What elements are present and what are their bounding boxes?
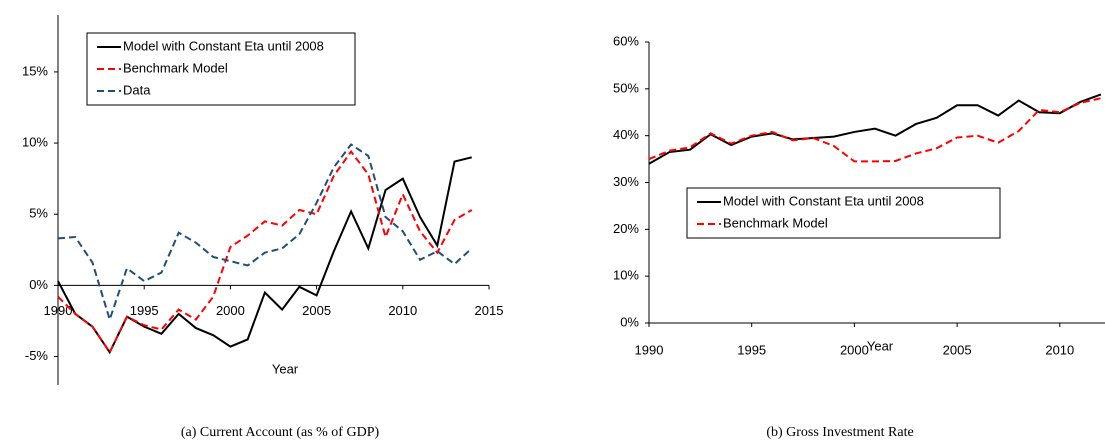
x-tick-label: 2000: [840, 342, 869, 357]
x-tick-label: 2010: [1045, 342, 1074, 357]
legend-label: Model with Constant Eta until 2008: [123, 38, 324, 53]
legend-label: Benchmark Model: [123, 60, 228, 75]
x-axis-title: Year: [272, 361, 299, 376]
x-tick-label: 1995: [130, 303, 159, 318]
x-tick-label: 2000: [216, 303, 245, 318]
x-axis-title: Year: [867, 338, 894, 353]
y-tick-label: 5%: [29, 206, 48, 221]
y-tick-label: 30%: [613, 174, 639, 189]
x-tick-label: 2005: [943, 342, 972, 357]
legend-box: [686, 187, 1001, 239]
x-tick-label: 2010: [388, 303, 417, 318]
y-tick-label: 60%: [613, 33, 639, 48]
y-tick-label: -5%: [25, 348, 49, 363]
y-tick-label: 20%: [613, 221, 639, 236]
y-tick-label: 10%: [22, 135, 48, 150]
x-tick-label: 2015: [475, 303, 504, 318]
series-line: [648, 93, 1102, 165]
y-tick-label: 15%: [22, 63, 48, 78]
legend-box: [86, 32, 356, 106]
x-tick-label: 1990: [635, 342, 664, 357]
x-tick-label: 1990: [44, 303, 73, 318]
y-tick-label: 0%: [620, 314, 639, 329]
series-line: [57, 149, 473, 355]
y-tick-label: 40%: [613, 127, 639, 142]
caption: (a) Current Account (as % of GDP): [181, 425, 380, 440]
series-line: [57, 143, 473, 323]
y-tick-label: 10%: [613, 268, 639, 283]
series-line: [648, 97, 1102, 163]
x-tick-label: 1995: [737, 342, 766, 357]
y-tick-label: 50%: [613, 80, 639, 95]
legend-label: Data: [123, 82, 151, 97]
series-line: [57, 156, 473, 355]
legend-label: Benchmark Model: [723, 215, 828, 230]
caption: (b) Gross Investment Rate: [766, 425, 913, 440]
legend: Model with Constant Eta until 2008 Benchm…: [686, 187, 1001, 239]
y-tick-label: 0%: [29, 277, 48, 292]
legend: Model with Constant Eta until 2008 Benchm…: [86, 32, 356, 106]
legend-label: Model with Constant Eta until 2008: [723, 193, 924, 208]
x-tick-label: 2005: [302, 303, 331, 318]
